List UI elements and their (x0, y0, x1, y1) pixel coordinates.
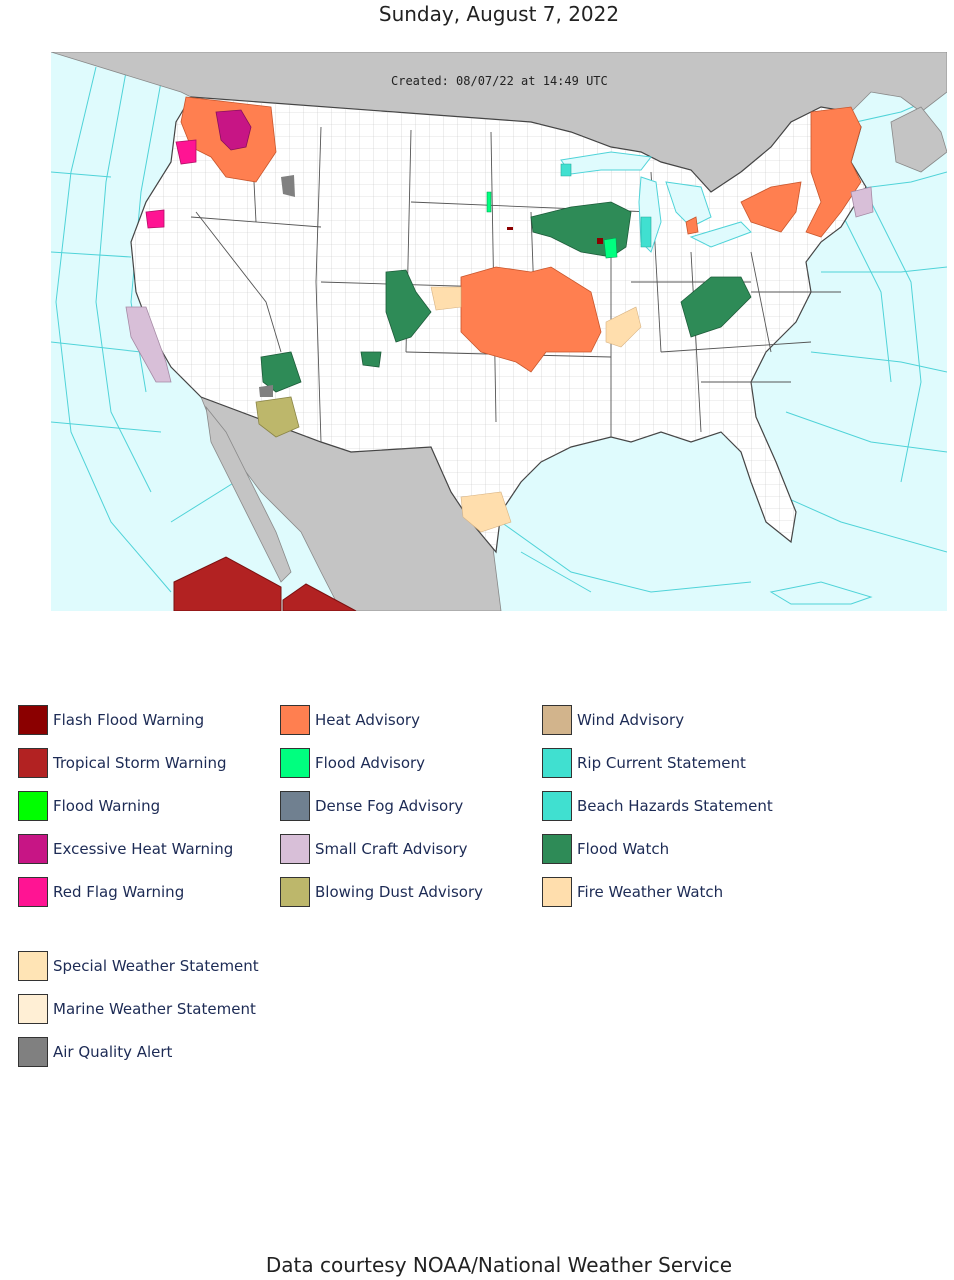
data-credit: Data courtesy NOAA/National Weather Serv… (265, 1253, 733, 1277)
legend-item: Heat Advisory (280, 704, 420, 736)
legend-label: Wind Advisory (577, 711, 685, 729)
legend-swatch (280, 705, 310, 735)
legend-swatch (280, 834, 310, 864)
legend-item: Dense Fog Advisory (280, 790, 463, 822)
hazard-beach-hazards (560, 163, 652, 248)
legend-item: Tropical Storm Warning (18, 747, 227, 779)
legend-swatch (18, 877, 48, 907)
legend-swatch (18, 705, 48, 735)
legend-label: Flood Watch (577, 840, 670, 858)
legend-swatch (542, 834, 572, 864)
legend-item: Flash Flood Warning (18, 704, 204, 736)
legend-swatch (18, 791, 48, 821)
legend-label: Dense Fog Advisory (315, 797, 464, 815)
legend-label: Rip Current Statement (577, 754, 746, 772)
legend-swatch (280, 748, 310, 778)
legend-swatch (18, 1037, 48, 1067)
hazard-flash-flood-warning (507, 227, 603, 244)
legend-swatch (280, 877, 310, 907)
legend-label: Red Flag Warning (53, 883, 185, 901)
hazard-tropical-storm-warning (173, 556, 357, 611)
legend-swatch (280, 791, 310, 821)
legend-item: Excessive Heat Warning (18, 833, 233, 865)
hazard-air-quality-alert (259, 175, 295, 397)
hazard-blowing-dust-advisory (255, 396, 300, 438)
legend-swatch (542, 705, 572, 735)
legend-label: Small Craft Advisory (315, 840, 468, 858)
legend-label: Fire Weather Watch (577, 883, 724, 901)
legend-label: Flood Warning (53, 797, 161, 815)
legend-item: Rip Current Statement (542, 747, 746, 779)
legend-item: Air Quality Alert (18, 1036, 172, 1068)
legend-swatch (18, 994, 48, 1024)
legend-item: Fire Weather Watch (542, 876, 723, 908)
legend-item: Blowing Dust Advisory (280, 876, 483, 908)
legend-label: Marine Weather Statement (53, 1000, 256, 1018)
legend-swatch (18, 834, 48, 864)
legend-item: Special Weather Statement (18, 950, 259, 982)
legend-item: Red Flag Warning (18, 876, 184, 908)
legend-item: Flood Watch (542, 833, 669, 865)
legend-label: Flash Flood Warning (53, 711, 205, 729)
weather-hazard-map: Created: 08/07/22 at 14:49 UTC (51, 52, 947, 611)
legend-swatch (18, 748, 48, 778)
hazard-excessive-heat-warning (215, 109, 252, 151)
hazard-heat-advisory (180, 96, 862, 373)
legend-item: Marine Weather Statement (18, 993, 256, 1025)
hazard-small-craft-advisory (125, 186, 874, 383)
legend-label: Tropical Storm Warning (53, 754, 227, 772)
legend-swatch (18, 951, 48, 981)
legend-swatch (542, 791, 572, 821)
legend-label: Air Quality Alert (53, 1043, 173, 1061)
legend-label: Excessive Heat Warning (53, 840, 234, 858)
hazard-fire-weather-watch (430, 286, 642, 533)
hazard-flood-advisory (486, 191, 618, 259)
legend-label: Beach Hazards Statement (577, 797, 773, 815)
legend-item: Flood Advisory (280, 747, 425, 779)
legend-label: Flood Advisory (315, 754, 426, 772)
map-created-stamp: Created: 08/07/22 at 14:49 UTC (391, 74, 608, 88)
hazard-red-flag-warning (145, 139, 197, 229)
legend-swatch (542, 748, 572, 778)
legend-item: Flood Warning (18, 790, 160, 822)
legend-swatch (542, 877, 572, 907)
legend-item: Small Craft Advisory (280, 833, 468, 865)
page-date: Sunday, August 7, 2022 (378, 2, 620, 26)
legend-label: Blowing Dust Advisory (315, 883, 483, 901)
legend-item: Beach Hazards Statement (542, 790, 773, 822)
legend-label: Heat Advisory (315, 711, 420, 729)
legend-item: Wind Advisory (542, 704, 684, 736)
legend-label: Special Weather Statement (53, 957, 259, 975)
